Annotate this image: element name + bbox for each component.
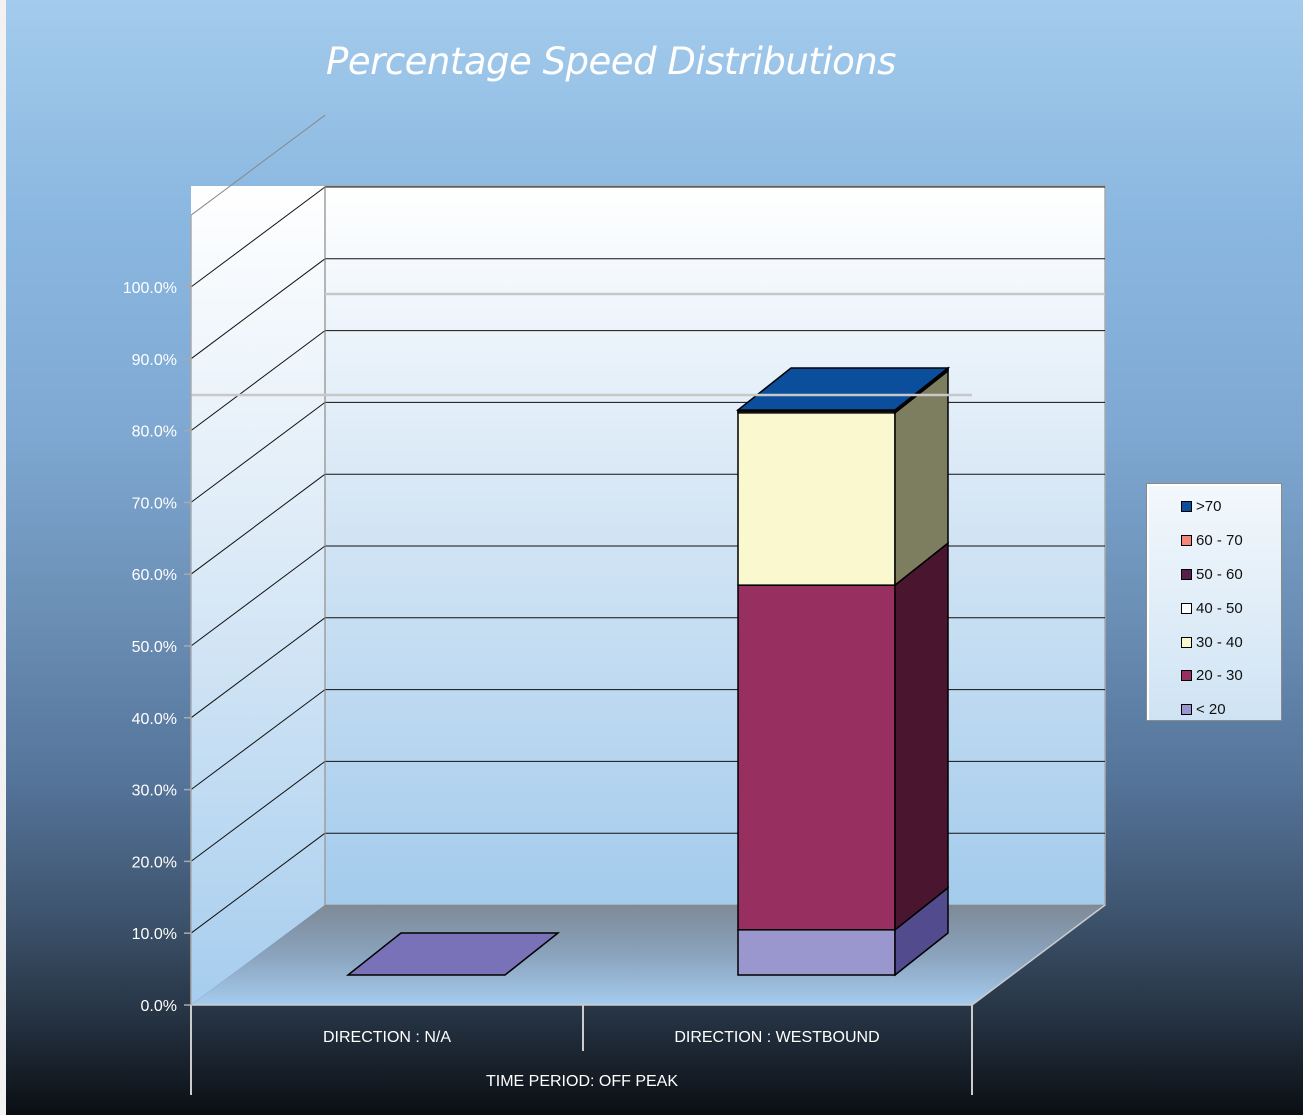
gridline-side: [190, 545, 326, 647]
bar-top-face: [735, 367, 951, 411]
bar-segment-front: [737, 929, 896, 976]
legend-item: 50 - 60: [1147, 558, 1281, 592]
legend-swatch: [1181, 568, 1192, 580]
gridline-side: [190, 186, 326, 288]
legend-label: 20 - 30: [1196, 667, 1243, 685]
legend-item: >70: [1147, 490, 1281, 524]
legend-swatch: [1181, 704, 1192, 716]
legend-swatch: [1181, 501, 1192, 513]
bar-segment-side: [894, 541, 949, 932]
gridline-side-top: [190, 114, 326, 216]
bar-segment-front: [737, 584, 896, 931]
y-tick-label: 70.0%: [132, 495, 177, 512]
legend-item: < 20: [1147, 693, 1281, 727]
chart-legend: >70 60 - 70 50 - 60 40 - 50 30 - 40 20 - 30 < …: [1146, 483, 1282, 721]
y-tick-label: 100.0%: [123, 280, 177, 297]
gridline-side: [190, 689, 326, 791]
legend-item: 40 - 50: [1147, 591, 1281, 625]
legend-swatch: [1181, 602, 1192, 614]
legend-label: 60 - 70: [1196, 532, 1243, 550]
gridline-side: [190, 473, 326, 575]
y-tick-label: 50.0%: [132, 639, 177, 656]
bar-segment-front: [737, 412, 896, 586]
legend-label: 50 - 60: [1196, 565, 1243, 583]
floor-edge: [971, 904, 1106, 1006]
legend-label: 40 - 50: [1196, 599, 1243, 617]
legend-label: 30 - 40: [1196, 633, 1243, 651]
gridline-side: [190, 401, 326, 503]
bar-zero-0: [345, 932, 561, 976]
y-tick-label: 30.0%: [132, 783, 177, 800]
category-label: DIRECTION : WESTBOUND: [674, 1029, 879, 1046]
legend-label: >70: [1196, 498, 1222, 516]
gridline-side: [190, 617, 326, 719]
legend-item: 30 - 40: [1147, 625, 1281, 659]
legend-swatch: [1181, 535, 1192, 547]
y-tick-label: 20.0%: [132, 854, 177, 871]
chart-title: Percentage Speed Distributions: [326, 40, 896, 83]
category-label: DIRECTION : N/A: [323, 1029, 451, 1046]
gridline-side: [190, 330, 326, 432]
gridline-side: [190, 258, 326, 360]
y-tick-label: 60.0%: [132, 567, 177, 584]
group-label: TIME PERIOD: OFF PEAK: [486, 1073, 678, 1090]
y-tick-label: 0.0%: [141, 998, 177, 1015]
legend-item: 60 - 70: [1147, 524, 1281, 558]
y-tick-label: 10.0%: [132, 926, 177, 943]
gridline-side: [190, 760, 326, 862]
chart-plot: 0.0% 10.0% 20.0% 30.0% 40.0% 50.0% 60.0% 70.0% 8…: [123, 114, 1106, 1095]
legend-item: 20 - 30: [1147, 659, 1281, 693]
y-tick-label: 40.0%: [132, 711, 177, 728]
legend-swatch: [1181, 670, 1192, 682]
floor: [191, 905, 1105, 1005]
gridline-side: [190, 832, 326, 934]
legend-swatch: [1181, 636, 1192, 648]
y-tick-label: 80.0%: [132, 424, 177, 441]
legend-label: < 20: [1196, 701, 1226, 719]
y-tick-label: 90.0%: [132, 352, 177, 369]
